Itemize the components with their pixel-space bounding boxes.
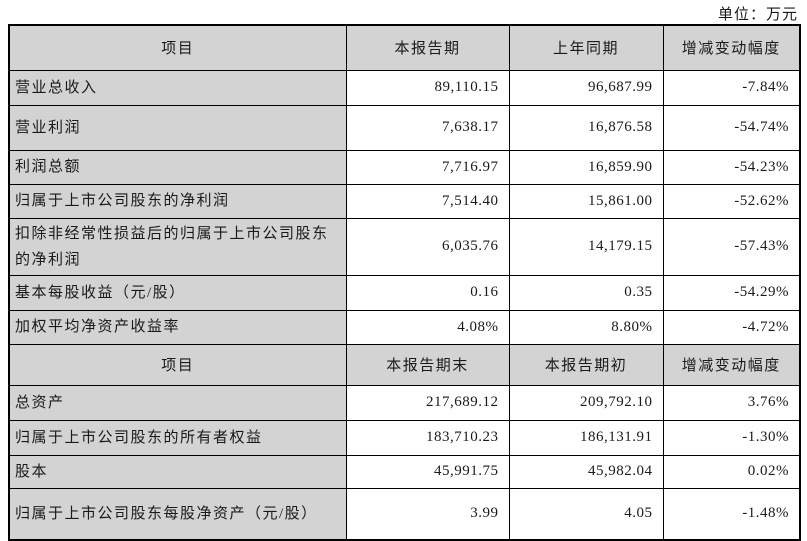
table-row-owners-equity: 归属于上市公司股东的所有者权益 183,710.23 186,131.91 -1… xyxy=(8,419,801,456)
value-change: -54.74% xyxy=(662,104,801,151)
table2-header-change: 增减变动幅度 xyxy=(662,343,801,386)
table-row-share-capital: 股本 45,991.75 45,982.04 0.02% xyxy=(8,454,801,489)
row-label: 归属于上市公司股东的净利润 xyxy=(8,183,347,219)
table-row-net-profit-attributable: 归属于上市公司股东的净利润 7,514.40 15,861.00 -52.62% xyxy=(8,183,801,219)
financial-summary-table: 项目 本报告期 上年同期 增减变动幅度 营业总收入 89,110.15 96,6… xyxy=(8,24,801,541)
table2-header-row: 项目 本报告期末 本报告期初 增减变动幅度 xyxy=(8,343,801,386)
value-change: -1.30% xyxy=(662,419,801,456)
value-end: 3.99 xyxy=(345,487,510,541)
row-label: 基本每股收益（元/股） xyxy=(8,274,347,311)
table1-header-current-period: 本报告期 xyxy=(345,24,510,71)
table2-header-period-begin: 本报告期初 xyxy=(508,343,664,386)
table1-header-row: 项目 本报告期 上年同期 增减变动幅度 xyxy=(8,24,801,71)
row-label: 营业总收入 xyxy=(8,69,347,106)
value-end: 217,689.12 xyxy=(345,384,510,421)
value-change: -1.48% xyxy=(662,487,801,541)
value-begin: 4.05 xyxy=(508,487,664,541)
row-label: 扣除非经常性损益后的归属于上市公司股东的净利润 xyxy=(8,217,347,276)
value-prior: 16,876.58 xyxy=(508,104,664,151)
row-label: 总资产 xyxy=(8,384,347,421)
value-current: 4.08% xyxy=(345,309,510,345)
row-label: 利润总额 xyxy=(8,149,347,185)
value-change: -7.84% xyxy=(662,69,801,106)
row-label: 营业利润 xyxy=(8,104,347,151)
value-change: 0.02% xyxy=(662,454,801,489)
value-prior: 14,179.15 xyxy=(508,217,664,276)
value-prior: 8.80% xyxy=(508,309,664,345)
value-end: 183,710.23 xyxy=(345,419,510,456)
value-current: 6,035.76 xyxy=(345,217,510,276)
value-current: 7,716.97 xyxy=(345,149,510,185)
table-row-weighted-avg-roe: 加权平均净资产收益率 4.08% 8.80% -4.72% xyxy=(8,309,801,345)
table1-header-prior-period: 上年同期 xyxy=(508,24,664,71)
row-label: 股本 xyxy=(8,454,347,489)
table2-header-period-end: 本报告期末 xyxy=(345,343,510,386)
unit-label: 单位：万元 xyxy=(717,7,798,23)
table-row-basic-eps: 基本每股收益（元/股） 0.16 0.35 -54.29% xyxy=(8,274,801,311)
table-row-net-assets-per-share: 归属于上市公司股东每股净资产（元/股） 3.99 4.05 -1.48% xyxy=(8,487,801,541)
table-row-total-revenue: 营业总收入 89,110.15 96,687.99 -7.84% xyxy=(8,69,801,106)
value-begin: 209,792.10 xyxy=(508,384,664,421)
table1-header-item: 项目 xyxy=(8,24,347,71)
value-change: -4.72% xyxy=(662,309,801,345)
table-row-total-profit: 利润总额 7,716.97 16,859.90 -54.23% xyxy=(8,149,801,185)
value-begin: 186,131.91 xyxy=(508,419,664,456)
table-row-net-profit-excl-nonrecurring: 扣除非经常性损益后的归属于上市公司股东的净利润 6,035.76 14,179.… xyxy=(8,217,801,276)
table-row-total-assets: 总资产 217,689.12 209,792.10 3.76% xyxy=(8,384,801,421)
value-current: 7,638.17 xyxy=(345,104,510,151)
value-begin: 45,982.04 xyxy=(508,454,664,489)
value-current: 0.16 xyxy=(345,274,510,311)
value-change: -54.29% xyxy=(662,274,801,311)
row-label: 归属于上市公司股东每股净资产（元/股） xyxy=(8,487,347,541)
row-label: 归属于上市公司股东的所有者权益 xyxy=(8,419,347,456)
value-change: -52.62% xyxy=(662,183,801,219)
value-prior: 0.35 xyxy=(508,274,664,311)
value-prior: 15,861.00 xyxy=(508,183,664,219)
table-row-operating-profit: 营业利润 7,638.17 16,876.58 -54.74% xyxy=(8,104,801,151)
value-current: 89,110.15 xyxy=(345,69,510,106)
table1-header-change: 增减变动幅度 xyxy=(662,24,801,71)
value-change: -57.43% xyxy=(662,217,801,276)
row-label: 加权平均净资产收益率 xyxy=(8,309,347,345)
value-current: 7,514.40 xyxy=(345,183,510,219)
value-prior: 96,687.99 xyxy=(508,69,664,106)
value-prior: 16,859.90 xyxy=(508,149,664,185)
value-end: 45,991.75 xyxy=(345,454,510,489)
table2-header-item: 项目 xyxy=(8,343,347,386)
value-change: 3.76% xyxy=(662,384,801,421)
value-change: -54.23% xyxy=(662,149,801,185)
